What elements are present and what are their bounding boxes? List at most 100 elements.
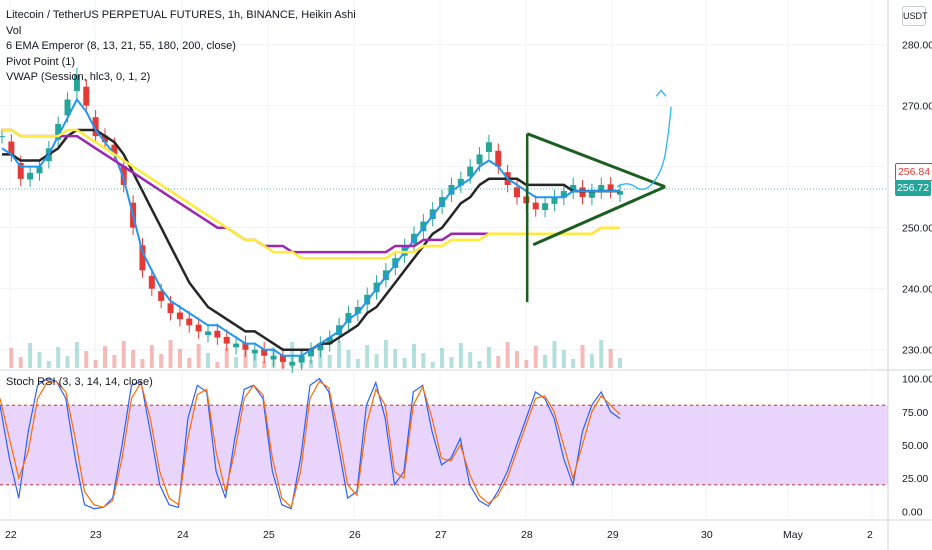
volume-bar	[486, 347, 491, 368]
volume-bar	[168, 340, 173, 368]
volume-bar	[421, 353, 426, 368]
volume-bar	[477, 361, 482, 368]
volume-bar	[496, 356, 501, 368]
volume-bar	[383, 340, 388, 368]
stoch-tick-label: 50.00	[902, 440, 928, 452]
date-tick-label: 28	[521, 529, 533, 541]
volume-bar	[599, 340, 604, 368]
volume-bar	[561, 350, 566, 368]
volume-bar	[84, 351, 89, 368]
volume-bar	[337, 341, 342, 368]
candle-body	[205, 331, 211, 336]
candle-body	[326, 337, 333, 345]
volume-bar	[234, 357, 239, 368]
volume-bar	[309, 360, 313, 368]
candle-body	[532, 202, 539, 210]
volume-bar	[131, 350, 136, 368]
volume-bar	[159, 354, 164, 368]
volume-bar	[46, 361, 51, 368]
volume-bar	[524, 360, 529, 368]
indicator-pivot[interactable]: Pivot Point (1)	[6, 55, 76, 68]
candle-body	[214, 330, 221, 338]
candle-body	[251, 349, 258, 354]
candle-body	[354, 306, 361, 314]
volume-bar	[327, 355, 332, 368]
candle-body	[17, 162, 24, 179]
currency-button[interactable]: USDT	[902, 6, 928, 26]
volume-bar	[608, 349, 613, 368]
date-tick-label: 23	[90, 529, 102, 541]
candle-body	[617, 191, 623, 195]
candle-body	[289, 361, 296, 366]
date-tick-label: 2	[867, 529, 873, 541]
stoch-tick-label: 25.00	[902, 473, 928, 485]
candle-body	[83, 86, 90, 106]
candle-body	[270, 355, 277, 360]
date-tick-label: 29	[607, 529, 619, 541]
candle-body	[514, 187, 520, 198]
candle-body	[223, 336, 230, 344]
volume-bar	[28, 343, 33, 368]
volume-bar	[552, 341, 557, 368]
price-tick-label: 240.00	[902, 284, 932, 296]
volume-bar	[74, 342, 79, 368]
volume-bar	[468, 352, 473, 368]
indicator-vwap[interactable]: VWAP (Session, hlc3, 0, 1, 2)	[6, 71, 151, 83]
volume-bar	[262, 361, 267, 368]
date-tick-label: 30	[701, 529, 713, 541]
volume-bar	[355, 359, 360, 368]
legend: Litecoin / TetherUS PERPETUAL FUTURES, 1…	[6, 8, 356, 86]
price-tick-label: 230.00	[902, 345, 932, 357]
ema-blue-line	[1, 97, 620, 357]
volume-bar	[618, 358, 622, 368]
price-tick-label: 280.00	[902, 40, 932, 52]
price-pane[interactable]	[0, 67, 888, 373]
candle-body	[279, 355, 286, 362]
candle-body	[485, 142, 492, 152]
candle-body	[242, 342, 249, 350]
volume-bar	[37, 352, 42, 368]
candle-body	[448, 184, 455, 195]
triangle-upper-line	[526, 132, 666, 189]
forecast-arrow	[616, 106, 672, 190]
volume-bar	[187, 358, 192, 368]
volume-bar	[374, 354, 379, 368]
candle-body	[542, 203, 549, 210]
chart-title[interactable]: Litecoin / TetherUS PERPETUAL FUTURES, 1…	[6, 9, 356, 21]
candle-body	[570, 184, 577, 192]
candle-body	[27, 172, 34, 180]
volume-bar	[449, 357, 454, 368]
stoch-tick-label: 75.00	[902, 407, 928, 419]
candle-body	[64, 99, 71, 116]
stoch-tick-label: 0.00	[902, 506, 923, 518]
volume-bar	[533, 346, 538, 368]
candle-body	[176, 312, 183, 320]
stoch-rsi-pane[interactable]	[0, 377, 888, 510]
candle-body	[476, 154, 483, 165]
candle-body	[148, 275, 155, 289]
candle-body	[73, 75, 80, 91]
stoch-d-line	[0, 380, 621, 509]
volume-bar	[206, 353, 210, 368]
volume-bar	[346, 350, 351, 368]
date-tick-label: May	[783, 529, 804, 541]
candle-body	[457, 178, 464, 186]
indicator-ema[interactable]: 6 EMA Emperor (8, 13, 21, 55, 180, 200, …	[6, 40, 236, 52]
date-tick-label: 24	[177, 529, 189, 541]
indicator-vol[interactable]: Vol	[6, 24, 22, 37]
candle-body	[298, 355, 305, 363]
candle-body	[195, 324, 202, 332]
volume-bar	[505, 342, 510, 368]
candle-body	[0, 136, 5, 138]
candle-body	[167, 303, 174, 314]
candle-body	[186, 318, 193, 326]
candle-body	[467, 166, 474, 177]
stoch-rsi-label[interactable]: Stoch RSI (3, 3, 14, 14, close)	[6, 376, 153, 388]
volume-bar	[365, 345, 370, 368]
volume-bar	[177, 349, 182, 368]
candle-body	[111, 144, 118, 155]
candle-body	[55, 123, 62, 140]
price-tick-label: 250.00	[902, 223, 932, 235]
volume-bar	[9, 348, 14, 368]
